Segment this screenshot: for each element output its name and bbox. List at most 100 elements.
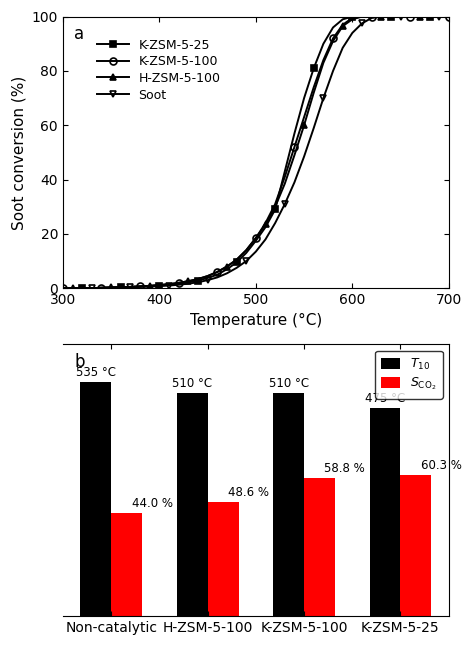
- H-ZSM-5-100: [147, 282, 153, 289]
- Soot: [369, 14, 374, 22]
- K-ZSM-5-100: [99, 284, 104, 291]
- Bar: [304, 477, 335, 616]
- K-ZSM-5-25: [166, 281, 172, 289]
- K-ZSM-5-100: [147, 282, 153, 289]
- Text: 44.0 %: 44.0 %: [131, 497, 173, 510]
- K-ZSM-5-25: [70, 284, 75, 292]
- H-ZSM-5-100: [234, 256, 239, 264]
- Soot: [99, 284, 104, 292]
- K-ZSM-5-25: [99, 284, 104, 291]
- X-axis label: Temperature (°C): Temperature (°C): [190, 313, 322, 328]
- K-ZSM-5-100: [398, 13, 403, 21]
- K-ZSM-5-25: [176, 280, 182, 287]
- K-ZSM-5-25: [205, 274, 210, 282]
- Soot: [156, 282, 162, 290]
- K-ZSM-5-100: [427, 13, 432, 21]
- Soot: [214, 273, 220, 281]
- K-ZSM-5-25: [398, 13, 403, 21]
- Soot: [378, 13, 384, 21]
- H-ZSM-5-100: [398, 13, 403, 21]
- K-ZSM-5-100: [60, 284, 66, 292]
- K-ZSM-5-100: [234, 256, 239, 264]
- K-ZSM-5-100: [330, 34, 336, 42]
- Soot: [398, 13, 403, 21]
- K-ZSM-5-100: [378, 13, 384, 21]
- K-ZSM-5-100: [340, 21, 346, 28]
- H-ZSM-5-100: [359, 13, 365, 21]
- Soot: [195, 278, 201, 286]
- K-ZSM-5-100: [320, 56, 326, 64]
- H-ZSM-5-100: [253, 234, 259, 242]
- H-ZSM-5-100: [446, 13, 452, 21]
- Soot: [89, 284, 95, 292]
- Soot: [282, 200, 288, 208]
- H-ZSM-5-100: [70, 284, 75, 292]
- K-ZSM-5-25: [446, 13, 452, 21]
- Soot: [263, 236, 268, 244]
- H-ZSM-5-100: [224, 263, 230, 271]
- K-ZSM-5-25: [128, 283, 133, 291]
- K-ZSM-5-100: [108, 284, 114, 291]
- K-ZSM-5-25: [349, 13, 355, 21]
- K-ZSM-5-100: [407, 13, 413, 21]
- K-ZSM-5-100: [388, 13, 394, 21]
- H-ZSM-5-100: [417, 13, 423, 21]
- Text: 535 °C: 535 °C: [76, 366, 116, 379]
- H-ZSM-5-100: [282, 180, 288, 187]
- K-ZSM-5-100: [446, 13, 452, 21]
- K-ZSM-5-25: [369, 13, 374, 21]
- Soot: [176, 281, 182, 289]
- Soot: [147, 283, 153, 291]
- H-ZSM-5-100: [166, 280, 172, 288]
- K-ZSM-5-25: [263, 224, 268, 231]
- H-ZSM-5-100: [388, 13, 394, 21]
- H-ZSM-5-100: [301, 121, 307, 129]
- K-ZSM-5-25: [340, 16, 346, 23]
- H-ZSM-5-100: [128, 283, 133, 291]
- K-ZSM-5-25: [272, 205, 278, 213]
- K-ZSM-5-100: [292, 143, 297, 151]
- K-ZSM-5-25: [234, 258, 239, 266]
- Soot: [407, 13, 413, 21]
- Bar: [208, 502, 238, 616]
- K-ZSM-5-100: [185, 277, 191, 285]
- H-ZSM-5-100: [185, 277, 191, 285]
- Soot: [292, 178, 297, 186]
- Text: 48.6 %: 48.6 %: [228, 486, 269, 499]
- K-ZSM-5-25: [224, 266, 230, 273]
- H-ZSM-5-100: [263, 220, 268, 228]
- K-ZSM-5-100: [205, 272, 210, 280]
- H-ZSM-5-100: [330, 37, 336, 45]
- K-ZSM-5-100: [436, 13, 442, 21]
- K-ZSM-5-25: [253, 237, 259, 245]
- K-ZSM-5-100: [224, 263, 230, 271]
- H-ZSM-5-100: [378, 13, 384, 21]
- K-ZSM-5-25: [185, 278, 191, 286]
- K-ZSM-5-100: [214, 268, 220, 276]
- Legend: $T_{10}$, $S_{\mathrm{CO_2}}$: $T_{10}$, $S_{\mathrm{CO_2}}$: [375, 351, 443, 399]
- H-ZSM-5-100: [427, 13, 432, 21]
- K-ZSM-5-25: [427, 13, 432, 21]
- K-ZSM-5-100: [166, 280, 172, 288]
- K-ZSM-5-100: [243, 246, 249, 254]
- K-ZSM-5-100: [417, 13, 423, 21]
- K-ZSM-5-25: [436, 13, 442, 21]
- K-ZSM-5-25: [330, 24, 336, 32]
- Soot: [388, 13, 394, 21]
- Soot: [446, 13, 452, 21]
- K-ZSM-5-25: [407, 13, 413, 21]
- Soot: [118, 284, 124, 291]
- K-ZSM-5-25: [311, 65, 317, 72]
- Soot: [330, 67, 336, 75]
- H-ZSM-5-100: [320, 59, 326, 67]
- K-ZSM-5-25: [388, 13, 394, 21]
- Soot: [272, 219, 278, 227]
- H-ZSM-5-100: [349, 16, 355, 23]
- Line: K-ZSM-5-100: K-ZSM-5-100: [59, 13, 452, 292]
- Text: a: a: [74, 25, 84, 43]
- Soot: [311, 124, 317, 132]
- Soot: [79, 284, 85, 292]
- K-ZSM-5-25: [214, 271, 220, 278]
- K-ZSM-5-25: [282, 167, 288, 175]
- K-ZSM-5-100: [156, 281, 162, 289]
